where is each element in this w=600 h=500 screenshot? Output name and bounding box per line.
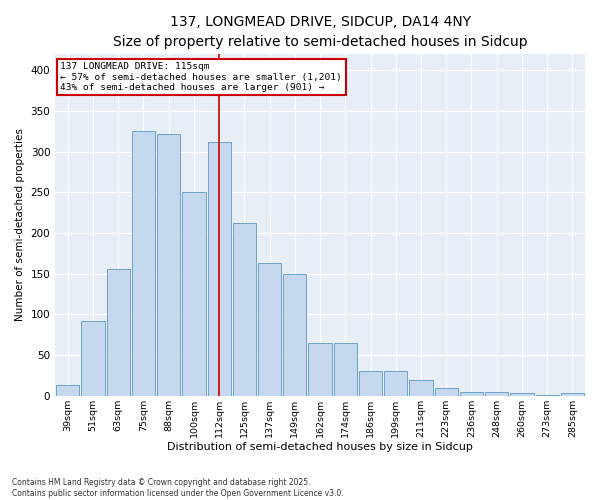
Bar xyxy=(434,388,458,396)
Bar xyxy=(536,395,559,396)
Bar xyxy=(182,192,206,396)
Bar xyxy=(511,394,533,396)
Bar xyxy=(384,372,407,396)
Bar xyxy=(485,392,508,396)
Bar xyxy=(460,392,483,396)
Title: 137, LONGMEAD DRIVE, SIDCUP, DA14 4NY
Size of property relative to semi-detached: 137, LONGMEAD DRIVE, SIDCUP, DA14 4NY Si… xyxy=(113,15,527,48)
Bar xyxy=(334,343,357,396)
Bar xyxy=(132,131,155,396)
Bar xyxy=(82,321,104,396)
Bar xyxy=(56,385,79,396)
Bar xyxy=(308,343,332,396)
Bar xyxy=(283,274,307,396)
Bar xyxy=(233,223,256,396)
Y-axis label: Number of semi-detached properties: Number of semi-detached properties xyxy=(15,128,25,322)
Bar xyxy=(208,142,231,396)
Text: Contains HM Land Registry data © Crown copyright and database right 2025.
Contai: Contains HM Land Registry data © Crown c… xyxy=(12,478,344,498)
Bar xyxy=(359,372,382,396)
Bar xyxy=(107,269,130,396)
Bar xyxy=(258,263,281,396)
Bar xyxy=(561,394,584,396)
Bar xyxy=(157,134,181,396)
Text: 137 LONGMEAD DRIVE: 115sqm
← 57% of semi-detached houses are smaller (1,201)
43%: 137 LONGMEAD DRIVE: 115sqm ← 57% of semi… xyxy=(61,62,342,92)
X-axis label: Distribution of semi-detached houses by size in Sidcup: Distribution of semi-detached houses by … xyxy=(167,442,473,452)
Bar xyxy=(409,380,433,396)
